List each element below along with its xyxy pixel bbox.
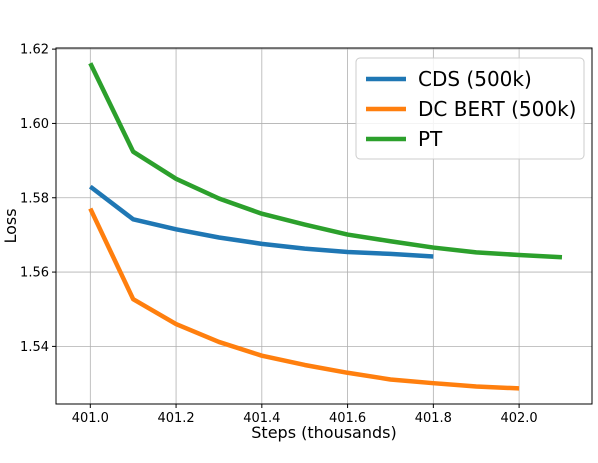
y-tick-label: 1.58 — [20, 191, 49, 206]
y-tick-label: 1.54 — [20, 340, 49, 355]
x-tick-label: 401.8 — [415, 411, 452, 426]
series-line-0 — [88, 184, 434, 259]
x-tick-label: 401.6 — [329, 411, 366, 426]
series-lines — [88, 62, 563, 391]
series-line-1 — [88, 207, 520, 391]
series-line-2 — [88, 62, 563, 260]
y-tick-label: 1.56 — [20, 266, 49, 281]
legend-label: DC BERT (500k) — [418, 97, 576, 121]
legend-label: CDS (500k) — [418, 67, 532, 91]
plot-frame — [55, 47, 593, 405]
x-tick-label: 401.4 — [243, 411, 280, 426]
x-tick-label: 402.0 — [500, 411, 537, 426]
y-tick-label: 1.62 — [20, 43, 49, 58]
legend-label: PT — [418, 127, 443, 151]
x-tick-label: 401.2 — [157, 411, 194, 426]
axis-ticks: 401.0 401.2 401.4 401.6 401.8 402.0 1.54 1.56 1.… — [20, 43, 538, 426]
y-axis-label: Loss — [1, 208, 20, 243]
legend: CDS (500k) DC BERT (500k) PT — [355, 57, 585, 160]
y-tick-label: 1.60 — [20, 117, 49, 132]
x-tick-label: 401.0 — [72, 411, 109, 426]
x-axis-label: Steps (thousands) — [251, 423, 396, 442]
legend-box — [355, 57, 585, 160]
